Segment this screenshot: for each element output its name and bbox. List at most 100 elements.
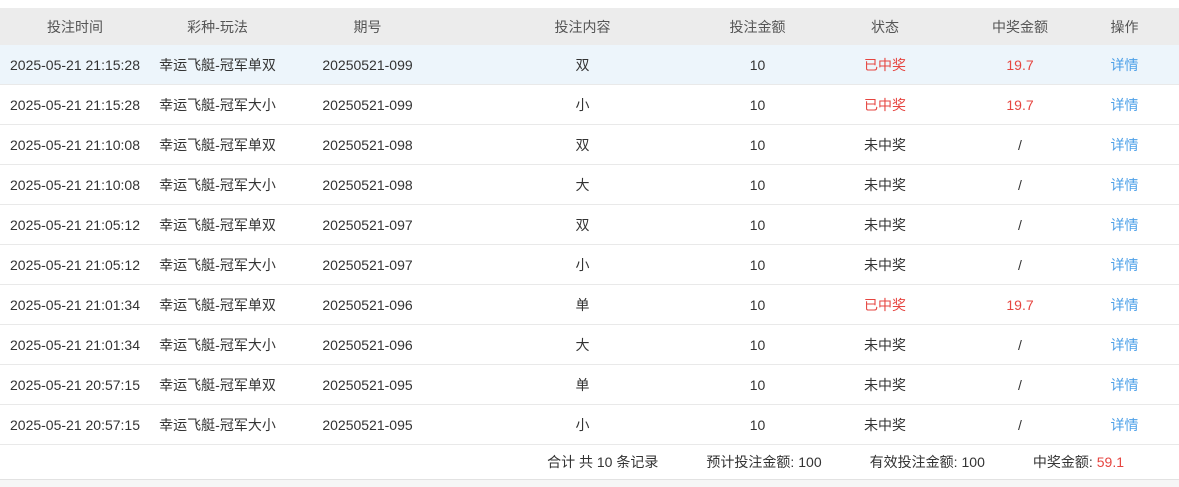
- detail-link[interactable]: 详情: [1110, 136, 1139, 153]
- cell-game: 幸运飞艇-冠军大小: [159, 96, 276, 113]
- cell-amount: 10: [749, 216, 766, 233]
- cell-prize: 19.7: [1006, 56, 1034, 73]
- cell-game: 幸运飞艇-冠军大小: [159, 256, 276, 273]
- cell-time: 2025-05-21 21:15:28: [10, 56, 140, 73]
- table-row: 2025-05-21 21:05:12 幸运飞艇-冠军大小 20250521-097…: [0, 245, 1179, 285]
- cell-time: 2025-05-21 21:05:12: [10, 216, 140, 233]
- cell-period: 20250521-099: [322, 96, 413, 113]
- cell-amount: 10: [749, 256, 766, 273]
- cell-period: 20250521-096: [322, 336, 413, 353]
- cell-status: 未中奖: [864, 136, 906, 153]
- column-header-period: 期号: [353, 18, 382, 35]
- expected-bet-amount-value: 100: [798, 454, 822, 470]
- table-row: 2025-05-21 21:05:12 幸运飞艇-冠军单双 20250521-097…: [0, 205, 1179, 245]
- detail-link[interactable]: 详情: [1110, 336, 1139, 353]
- cell-period: 20250521-096: [322, 296, 413, 313]
- table-row: 2025-05-21 21:10:08 幸运飞艇-冠军大小 20250521-098…: [0, 165, 1179, 205]
- cell-status: 未中奖: [864, 416, 906, 433]
- cell-content: 小: [575, 96, 590, 113]
- cell-content: 双: [575, 136, 590, 153]
- cell-amount: 10: [749, 376, 766, 393]
- cell-status: 未中奖: [864, 216, 906, 233]
- column-header-game: 彩种-玩法: [187, 18, 248, 35]
- cell-time: 2025-05-21 21:15:28: [10, 96, 140, 113]
- detail-link[interactable]: 详情: [1110, 376, 1139, 393]
- valid-bet-amount-value: 100: [961, 454, 985, 470]
- table-row: 2025-05-21 21:15:28 幸运飞艇-冠军大小 20250521-099…: [0, 85, 1179, 125]
- detail-link[interactable]: 详情: [1110, 216, 1139, 233]
- cell-amount: 10: [749, 176, 766, 193]
- cell-content: 单: [575, 296, 590, 313]
- cell-prize: /: [1018, 256, 1022, 273]
- cell-action: 详情: [1070, 215, 1179, 235]
- cell-content: 双: [575, 56, 590, 73]
- detail-link[interactable]: 详情: [1110, 416, 1139, 433]
- cell-time: 2025-05-21 21:10:08: [10, 136, 140, 153]
- cell-game: 幸运飞艇-冠军大小: [159, 336, 276, 353]
- cell-content: 小: [575, 416, 590, 433]
- cell-time: 2025-05-21 21:01:34: [10, 336, 140, 353]
- cell-action: 详情: [1070, 135, 1179, 155]
- table-row: 2025-05-21 21:01:34 幸运飞艇-冠军单双 20250521-096…: [0, 285, 1179, 325]
- valid-bet-amount-label: 有效投注金额:: [869, 454, 958, 470]
- cell-action: 详情: [1070, 255, 1179, 275]
- cell-amount: 10: [749, 136, 766, 153]
- cell-content: 双: [575, 216, 590, 233]
- cell-status: 未中奖: [864, 336, 906, 353]
- table-header-row: 投注时间 彩种-玩法 期号 投注内容 投注金额 状态 中奖金额 操作: [0, 8, 1179, 45]
- cell-amount: 10: [749, 416, 766, 433]
- cell-game: 幸运飞艇-冠军单双: [159, 296, 276, 313]
- cell-prize: 19.7: [1006, 96, 1034, 113]
- detail-link[interactable]: 详情: [1110, 96, 1139, 113]
- bottom-strip: [0, 479, 1179, 487]
- column-header-content: 投注内容: [554, 18, 611, 35]
- cell-prize: /: [1018, 336, 1022, 353]
- cell-game: 幸运飞艇-冠军单双: [159, 136, 276, 153]
- cell-content: 大: [575, 176, 590, 193]
- cell-game: 幸运飞艇-冠军大小: [159, 176, 276, 193]
- total-records-label: 合计 共 10 条记录: [547, 454, 659, 470]
- cell-action: 详情: [1070, 335, 1179, 355]
- cell-status: 已中奖: [864, 296, 906, 313]
- cell-period: 20250521-095: [322, 376, 413, 393]
- cell-amount: 10: [749, 336, 766, 353]
- cell-status: 未中奖: [864, 376, 906, 393]
- column-header-amount: 投注金额: [729, 18, 786, 35]
- expected-bet-amount: 预计投注金额: 100: [706, 452, 821, 472]
- cell-time: 2025-05-21 21:01:34: [10, 296, 140, 313]
- cell-status: 未中奖: [864, 176, 906, 193]
- cell-game: 幸运飞艇-冠军单双: [159, 376, 276, 393]
- detail-link[interactable]: 详情: [1110, 256, 1139, 273]
- cell-period: 20250521-099: [322, 56, 413, 73]
- cell-period: 20250521-097: [322, 256, 413, 273]
- cell-action: 详情: [1070, 375, 1179, 395]
- cell-time: 2025-05-21 20:57:15: [10, 376, 140, 393]
- cell-prize: /: [1018, 416, 1022, 433]
- cell-action: 详情: [1070, 415, 1179, 435]
- cell-content: 大: [575, 336, 590, 353]
- detail-link[interactable]: 详情: [1110, 296, 1139, 313]
- cell-status: 已中奖: [864, 56, 906, 73]
- cell-action: 详情: [1070, 295, 1179, 315]
- table-row: 2025-05-21 21:10:08 幸运飞艇-冠军单双 20250521-098…: [0, 125, 1179, 165]
- cell-status: 已中奖: [864, 96, 906, 113]
- table-body: 2025-05-21 21:15:28 幸运飞艇-冠军单双 20250521-099…: [0, 45, 1179, 445]
- cell-prize: /: [1018, 136, 1022, 153]
- cell-time: 2025-05-21 20:57:15: [10, 416, 140, 433]
- detail-link[interactable]: 详情: [1110, 176, 1139, 193]
- cell-action: 详情: [1070, 95, 1179, 115]
- cell-content: 小: [575, 256, 590, 273]
- detail-link[interactable]: 详情: [1110, 56, 1139, 73]
- cell-game: 幸运飞艇-冠军单双: [159, 56, 276, 73]
- cell-action: 详情: [1070, 55, 1179, 75]
- cell-amount: 10: [749, 96, 766, 113]
- prize-amount-value: 59.1: [1096, 454, 1124, 470]
- table-summary-row: 合计 共 10 条记录 预计投注金额: 100 有效投注金额: 100 中奖金额: 5…: [0, 445, 1179, 479]
- cell-action: 详情: [1070, 175, 1179, 195]
- column-header-action: 操作: [1110, 18, 1139, 35]
- cell-prize: /: [1018, 176, 1022, 193]
- cell-content: 单: [575, 376, 590, 393]
- cell-prize: /: [1018, 376, 1022, 393]
- cell-period: 20250521-098: [322, 176, 413, 193]
